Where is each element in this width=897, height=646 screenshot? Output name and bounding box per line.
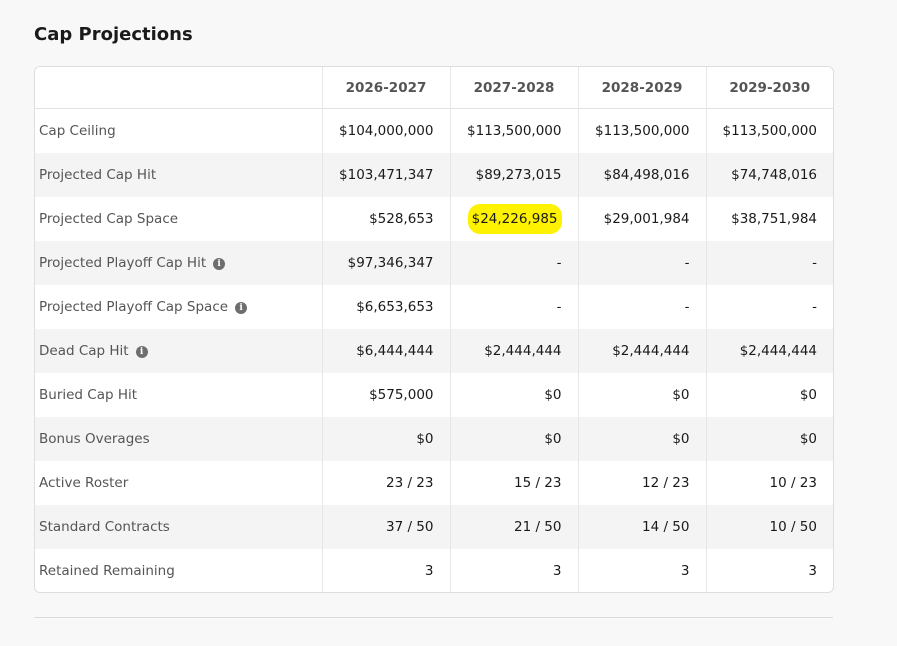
table-cell: $0 bbox=[577, 417, 706, 461]
table-cell: $2,444,444 bbox=[577, 329, 706, 373]
table-cell: $528,653 bbox=[321, 197, 450, 241]
table-cell: $24,226,985 bbox=[449, 197, 578, 241]
section-divider bbox=[34, 617, 833, 618]
table-cell: $97,346,347 bbox=[321, 241, 450, 285]
table-cell: - bbox=[705, 241, 833, 285]
column-header-2029-2030[interactable]: 2029-2030 bbox=[705, 67, 833, 109]
page-title: Cap Projections bbox=[34, 24, 193, 45]
row-label: Bonus Overages bbox=[35, 417, 322, 461]
table-cell: $113,500,000 bbox=[577, 108, 706, 153]
row-label: Projected Playoff Cap Hit i bbox=[35, 241, 322, 285]
cap-projections-table: 2026-2027 2027-2028 2028-2029 2029-2030 … bbox=[34, 66, 834, 593]
table-cell: $74,748,016 bbox=[705, 153, 833, 197]
table-cell: - bbox=[449, 241, 578, 285]
highlighted-value: $24,226,985 bbox=[467, 204, 562, 234]
info-icon[interactable]: i bbox=[235, 302, 248, 314]
table-cell: 10 / 50 bbox=[705, 505, 833, 549]
table-cell: $84,498,016 bbox=[577, 153, 706, 197]
table-cell: $0 bbox=[577, 373, 706, 417]
info-icon[interactable]: i bbox=[135, 346, 148, 358]
table-header-row: 2026-2027 2027-2028 2028-2029 2029-2030 bbox=[35, 67, 833, 109]
row-label: Dead Cap Hit i bbox=[35, 329, 322, 373]
row-label: Buried Cap Hit bbox=[35, 373, 322, 417]
table-cell: 37 / 50 bbox=[321, 505, 450, 549]
table-cell: - bbox=[705, 285, 833, 329]
row-label-text: Projected Cap Space bbox=[39, 211, 179, 227]
table-cell: 14 / 50 bbox=[577, 505, 706, 549]
row-label: Standard Contracts bbox=[35, 505, 322, 549]
table-row: Retained Remaining 3 3 3 3 bbox=[35, 549, 833, 592]
row-label-text: Buried Cap Hit bbox=[39, 387, 138, 403]
column-header-2026-2027[interactable]: 2026-2027 bbox=[321, 67, 450, 109]
table-row: Bonus Overages $0 $0 $0 $0 bbox=[35, 417, 833, 461]
table-cell: 3 bbox=[577, 549, 706, 592]
table-cell: $103,471,347 bbox=[321, 153, 450, 197]
table-cell: 3 bbox=[449, 549, 578, 592]
table-cell: 3 bbox=[321, 549, 450, 592]
table-row: Projected Cap Hit $103,471,347 $89,273,0… bbox=[35, 153, 833, 197]
table-row: Projected Cap Space $528,653 $24,226,985… bbox=[35, 197, 833, 241]
row-label-text: Standard Contracts bbox=[39, 519, 170, 535]
row-label-text: Projected Playoff Cap Hit bbox=[39, 255, 207, 271]
table-cell: $0 bbox=[705, 417, 833, 461]
table-cell: $38,751,984 bbox=[705, 197, 833, 241]
table-cell: 3 bbox=[705, 549, 833, 592]
table-cell: 15 / 23 bbox=[449, 461, 578, 505]
table-cell: $113,500,000 bbox=[705, 108, 833, 153]
row-label: Projected Cap Space bbox=[35, 197, 322, 241]
table-cell: 23 / 23 bbox=[321, 461, 450, 505]
table-cell: $2,444,444 bbox=[705, 329, 833, 373]
table-row: Buried Cap Hit $575,000 $0 $0 $0 bbox=[35, 373, 833, 417]
table-row: Cap Ceiling $104,000,000 $113,500,000 $1… bbox=[35, 108, 833, 154]
column-header-label bbox=[35, 67, 322, 109]
table-row: Projected Playoff Cap Space i $6,653,653 … bbox=[35, 285, 833, 329]
column-header-2028-2029[interactable]: 2028-2029 bbox=[577, 67, 706, 109]
table-cell: - bbox=[577, 241, 706, 285]
table-row: Active Roster 23 / 23 15 / 23 12 / 23 10… bbox=[35, 461, 833, 505]
table-cell: $0 bbox=[321, 417, 450, 461]
row-label-text: Retained Remaining bbox=[39, 563, 175, 579]
row-label-text: Bonus Overages bbox=[39, 431, 150, 447]
table-row: Standard Contracts 37 / 50 21 / 50 14 / … bbox=[35, 505, 833, 549]
table-cell: $0 bbox=[449, 417, 578, 461]
table-cell: $104,000,000 bbox=[321, 108, 450, 153]
table-cell: - bbox=[577, 285, 706, 329]
table-cell: $575,000 bbox=[321, 373, 450, 417]
table-cell: $2,444,444 bbox=[449, 329, 578, 373]
row-label-text: Dead Cap Hit bbox=[39, 343, 129, 359]
table-cell: 21 / 50 bbox=[449, 505, 578, 549]
row-label-text: Cap Ceiling bbox=[39, 123, 116, 139]
row-label-text: Active Roster bbox=[39, 475, 129, 491]
table-cell: $6,653,653 bbox=[321, 285, 450, 329]
row-label: Active Roster bbox=[35, 461, 322, 505]
table-cell: $6,444,444 bbox=[321, 329, 450, 373]
row-label-text: Projected Playoff Cap Space bbox=[39, 299, 229, 315]
info-icon[interactable]: i bbox=[213, 258, 226, 270]
row-label: Retained Remaining bbox=[35, 549, 322, 592]
column-header-2027-2028[interactable]: 2027-2028 bbox=[449, 67, 578, 109]
table-cell: $89,273,015 bbox=[449, 153, 578, 197]
row-label: Projected Cap Hit bbox=[35, 153, 322, 197]
table-cell: 10 / 23 bbox=[705, 461, 833, 505]
table-cell: $29,001,984 bbox=[577, 197, 706, 241]
row-label: Projected Playoff Cap Space i bbox=[35, 285, 322, 329]
row-label-text: Projected Cap Hit bbox=[39, 167, 157, 183]
table-cell: $113,500,000 bbox=[449, 108, 578, 153]
table-row: Dead Cap Hit i $6,444,444 $2,444,444 $2,4… bbox=[35, 329, 833, 373]
table-cell: 12 / 23 bbox=[577, 461, 706, 505]
table-cell: $0 bbox=[705, 373, 833, 417]
row-label: Cap Ceiling bbox=[35, 109, 322, 154]
table-row: Projected Playoff Cap Hit i $97,346,347 -… bbox=[35, 241, 833, 285]
table-cell: $0 bbox=[449, 373, 578, 417]
table-cell: - bbox=[449, 285, 578, 329]
